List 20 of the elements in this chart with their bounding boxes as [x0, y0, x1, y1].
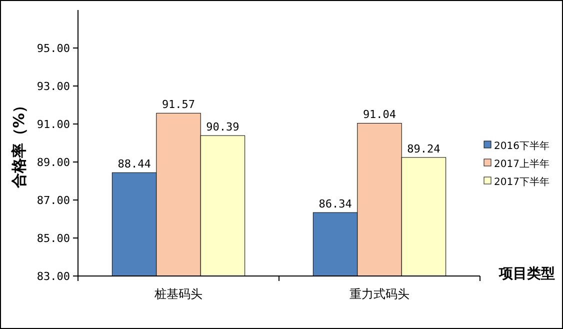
y-tick-label: 93.00: [36, 80, 70, 93]
y-tick-label: 83.00: [36, 270, 70, 283]
y-tick-label: 85.00: [36, 232, 70, 245]
data-label: 89.24: [407, 142, 441, 156]
x-tick-label: 桩基码头: [154, 287, 202, 301]
data-label: 91.57: [162, 98, 196, 112]
x-tick-label: 重力式码头: [350, 287, 410, 301]
y-tick-label: 89.00: [36, 156, 70, 169]
y-axis-title: 合格率（%）: [10, 98, 28, 190]
data-label: 90.39: [206, 120, 240, 134]
data-label: 91.04: [362, 108, 396, 122]
x-axis-title: 项目类型: [498, 266, 555, 282]
y-tick-label: 87.00: [36, 194, 70, 207]
data-label: 88.44: [118, 158, 152, 171]
legend-label: 2017上半年: [494, 158, 550, 170]
legend-label: 2017下半年: [494, 176, 550, 188]
y-tick-label: 95.00: [36, 42, 70, 55]
y-tick-label: 91.00: [36, 118, 70, 131]
legend-label: 2016下半年: [494, 140, 550, 152]
data-label: 86.34: [318, 198, 352, 211]
